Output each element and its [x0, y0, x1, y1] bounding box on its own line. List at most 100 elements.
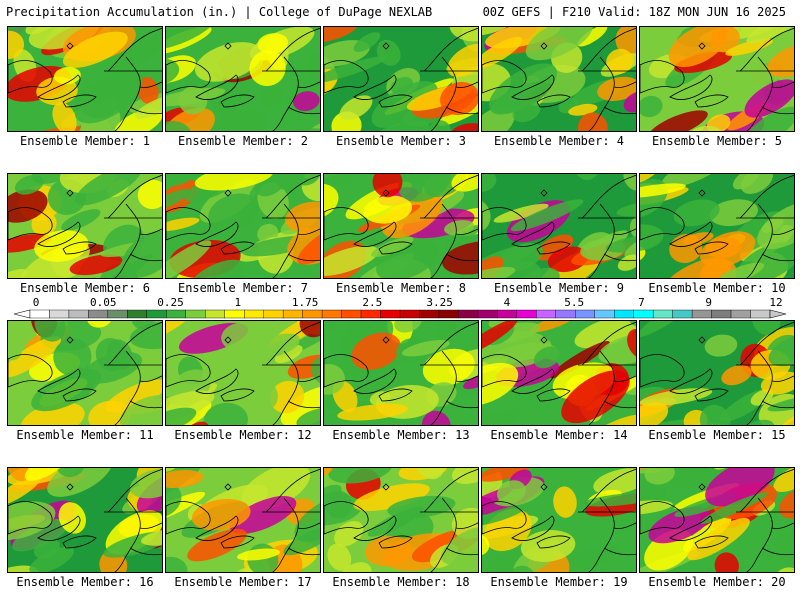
- ensemble-member-label: Ensemble Member: 4: [493, 134, 625, 148]
- precip-field: [640, 174, 794, 278]
- colorbar-swatch: [185, 309, 206, 319]
- ensemble-member-label: Ensemble Member: 2: [177, 134, 309, 148]
- ensemble-member-label: Ensemble Member: 1: [19, 134, 151, 148]
- ensemble-member-map[interactable]: [639, 26, 795, 132]
- precip-field: [482, 468, 636, 572]
- precip-field: [166, 468, 320, 572]
- colorbar-tick-label: 0.25: [157, 296, 184, 309]
- precip-field: [166, 321, 320, 425]
- colorbar-swatch: [438, 309, 459, 319]
- colorbar-swatch: [614, 309, 634, 319]
- ensemble-member-label: Ensemble Member: 18: [332, 575, 470, 589]
- ensemble-member-map[interactable]: [481, 467, 637, 573]
- colorbar-swatch: [88, 309, 109, 319]
- precip-field: [8, 174, 162, 278]
- colorbar-swatch: [555, 309, 576, 319]
- precip-field: [8, 321, 162, 425]
- colorbar-swatch: [380, 309, 401, 319]
- colorbar-swatch: [205, 309, 225, 319]
- ensemble-member-map[interactable]: [7, 173, 163, 279]
- colorbar-swatch: [321, 309, 342, 319]
- ensemble-member-map[interactable]: [165, 320, 321, 426]
- ensemble-member-map[interactable]: [481, 26, 637, 132]
- colorbar-swatch: [146, 309, 167, 319]
- ensemble-member-map[interactable]: [323, 26, 479, 132]
- ensemble-member-label: Ensemble Member: 6: [19, 281, 151, 295]
- ensemble-member-label: Ensemble Member: 19: [490, 575, 628, 589]
- ensemble-member-label: Ensemble Member: 3: [335, 134, 467, 148]
- ensemble-member-label: Ensemble Member: 14: [490, 428, 628, 442]
- colorbar-tick-label: 7: [638, 296, 645, 309]
- colorbar-swatch: [224, 309, 245, 319]
- colorbar-swatch: [497, 309, 518, 319]
- ensemble-member-label: Ensemble Member: 11: [16, 428, 154, 442]
- ensemble-member-map[interactable]: [165, 467, 321, 573]
- colorbar-swatch: [166, 309, 186, 319]
- ensemble-member-label: Ensemble Member: 15: [648, 428, 786, 442]
- ensemble-member-label: Ensemble Member: 13: [332, 428, 470, 442]
- precip-field: [482, 27, 636, 131]
- colorbar-swatch: [633, 309, 654, 319]
- ensemble-member-label: Ensemble Member: 9: [493, 281, 625, 295]
- precip-field: [482, 174, 636, 278]
- colorbar-swatch: [711, 309, 732, 319]
- colorbar-tick-label: 0: [32, 296, 40, 309]
- ensemble-member-map[interactable]: [639, 467, 795, 573]
- map-title: Precipitation Accumulation (in.) | Colle…: [6, 5, 433, 19]
- ensemble-member-map[interactable]: [165, 26, 321, 132]
- precip-field: [166, 174, 320, 278]
- ensemble-member-map[interactable]: [639, 320, 795, 426]
- ensemble-member-label: Ensemble Member: 20: [648, 575, 786, 589]
- colorbar-swatch: [477, 309, 498, 319]
- colorbar-tick-label: 3.25: [426, 296, 453, 309]
- ensemble-member-map[interactable]: [7, 320, 163, 426]
- precip-field: [8, 468, 162, 572]
- colorbar-swatch: [302, 309, 323, 319]
- colorbar-tick-label: 9: [705, 296, 713, 309]
- precip-field: [640, 468, 794, 572]
- colorbar-tick-label: 0.05: [90, 296, 117, 309]
- ensemble-member-label: Ensemble Member: 10: [648, 281, 786, 295]
- colorbar-swatch: [68, 309, 89, 319]
- precip-field: [324, 27, 478, 131]
- colorbar-swatch: [341, 309, 362, 319]
- colorbar-swatch: [282, 309, 303, 319]
- ensemble-member-label: Ensemble Member: 7: [177, 281, 309, 295]
- ensemble-member-map[interactable]: [323, 320, 479, 426]
- colorbar-swatch: [516, 309, 537, 319]
- colorbar-swatch: [360, 309, 381, 319]
- colorbar-swatch: [399, 309, 420, 319]
- precip-field: [166, 27, 320, 131]
- valid-time-label: 00Z GEFS | F210 Valid: 18Z MON JUN 16 20…: [482, 5, 786, 19]
- colorbar-max-arrow: [769, 309, 787, 319]
- ensemble-member-map[interactable]: [323, 173, 479, 279]
- ensemble-member-map[interactable]: [7, 467, 163, 573]
- colorbar-swatch: [652, 309, 673, 319]
- colorbar-tick-label: 1: [234, 296, 242, 309]
- precip-field: [8, 27, 162, 131]
- ensemble-member-map[interactable]: [165, 173, 321, 279]
- precip-colorbar: [13, 309, 787, 319]
- colorbar-swatch: [691, 309, 712, 319]
- colorbar-swatch: [672, 309, 693, 319]
- colorbar-swatch: [419, 309, 440, 319]
- colorbar-tick-label: 5.5: [564, 296, 585, 309]
- colorbar-swatch: [127, 309, 148, 319]
- colorbar-swatch: [750, 309, 771, 319]
- ensemble-member-map[interactable]: [639, 173, 795, 279]
- colorbar-tick-label: 1.75: [291, 296, 319, 309]
- colorbar-min-arrow: [13, 309, 31, 319]
- colorbar-swatch: [29, 309, 50, 319]
- precip-field: [324, 468, 478, 572]
- colorbar-tick-label: 2.5: [362, 296, 383, 309]
- colorbar-swatch: [107, 309, 128, 319]
- colorbar-swatch: [458, 309, 479, 319]
- ensemble-member-map[interactable]: [481, 173, 637, 279]
- colorbar-swatch: [730, 309, 751, 319]
- ensemble-member-map[interactable]: [7, 26, 163, 132]
- ensemble-member-label: Ensemble Member: 5: [651, 134, 783, 148]
- ensemble-member-map[interactable]: [481, 320, 637, 426]
- colorbar-swatch: [536, 309, 556, 319]
- colorbar-swatch: [594, 309, 615, 319]
- ensemble-member-map[interactable]: [323, 467, 479, 573]
